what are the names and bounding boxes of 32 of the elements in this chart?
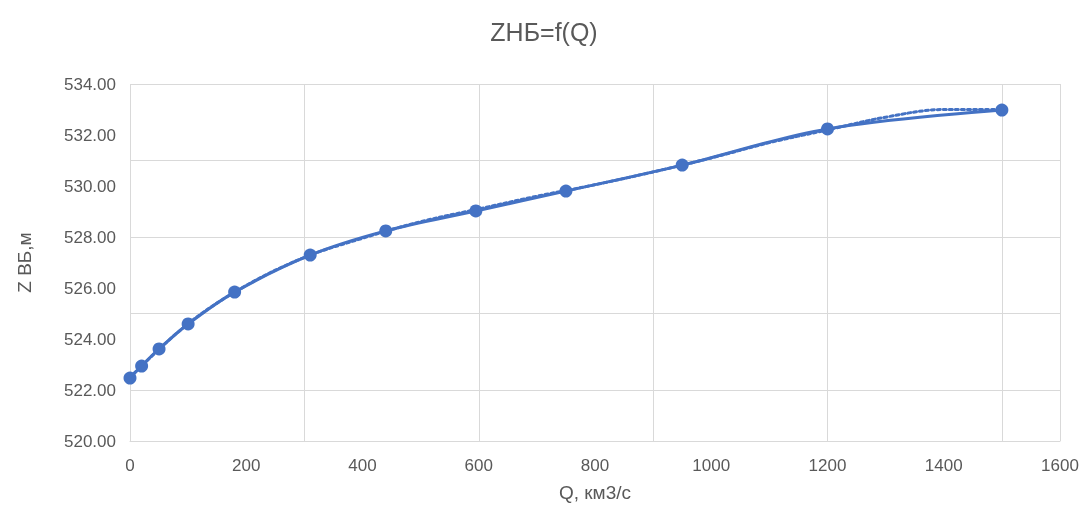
y-tick-label: 522.00 [64, 380, 116, 400]
x-tick-label: 800 [580, 456, 610, 475]
y-tick-label: 520.00 [64, 431, 116, 451]
x-tick-label: 1200 [808, 456, 847, 475]
x-tick-label: 1000 [692, 456, 731, 475]
x-tick-label: 400 [348, 456, 377, 475]
y-tick-label: 532.00 [64, 125, 116, 145]
point [152, 342, 166, 356]
point [303, 248, 317, 262]
y-axis-title: Z ВБ,м [14, 232, 35, 293]
point [379, 224, 393, 238]
point [123, 371, 137, 385]
x-tick-label: 1400 [924, 456, 963, 475]
point [469, 204, 483, 218]
point [559, 184, 573, 198]
y-tick-label: 534.00 [64, 74, 116, 94]
x-tick-label: 1600 [1041, 456, 1079, 475]
chart-title: ZНБ=f(Q) [490, 17, 598, 46]
point [228, 285, 242, 299]
point [135, 359, 149, 373]
y-tick-label: 528.00 [64, 227, 116, 247]
x-tick-label: 200 [232, 456, 261, 475]
point [675, 158, 689, 172]
x-tick-label: 600 [464, 456, 493, 475]
point [181, 317, 195, 331]
y-tick-label: 524.00 [64, 329, 116, 349]
x-tick-label: 0 [125, 456, 135, 475]
y-tick-label: 530.00 [64, 176, 116, 196]
x-axis-title: Q, км3/с [558, 482, 632, 503]
point [821, 122, 834, 136]
y-tick-label: 526.00 [64, 278, 116, 298]
point [995, 103, 1009, 117]
